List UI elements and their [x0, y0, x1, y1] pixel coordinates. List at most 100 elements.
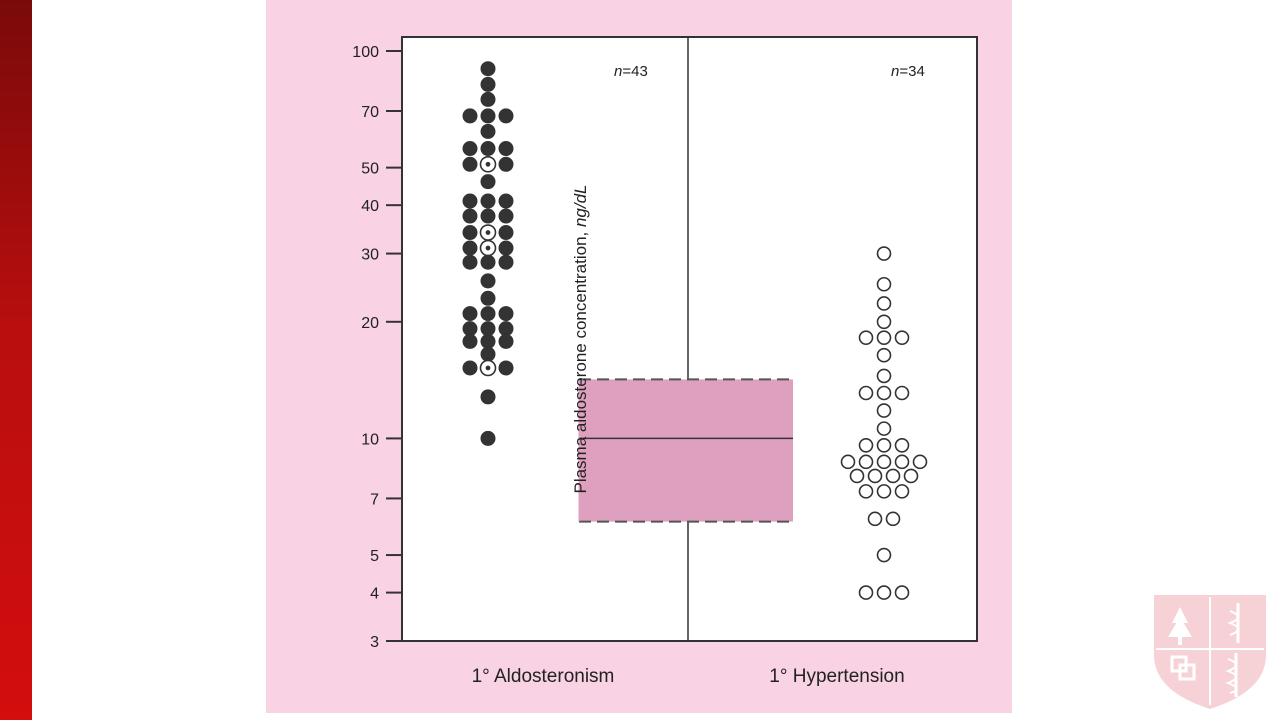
data-point	[480, 254, 496, 270]
data-point	[849, 468, 865, 484]
data-point	[858, 437, 874, 453]
data-point-center-dot	[485, 245, 491, 251]
sidebar-accent-bar	[0, 0, 32, 720]
data-point	[498, 108, 514, 124]
data-point	[876, 314, 892, 330]
data-point	[480, 430, 496, 446]
data-point-center-dot	[485, 365, 491, 371]
data-point	[876, 296, 892, 311]
data-point	[462, 240, 478, 256]
data-point	[480, 273, 496, 289]
data-point	[462, 321, 478, 337]
data-point	[462, 333, 478, 349]
data-point	[480, 108, 496, 124]
data-point	[876, 421, 892, 436]
y-tick-label: 7	[370, 491, 379, 508]
data-point	[876, 547, 892, 563]
data-point	[498, 254, 514, 270]
data-point	[498, 208, 514, 224]
data-point	[885, 511, 901, 527]
data-point	[498, 225, 514, 241]
data-point	[480, 389, 496, 405]
data-point	[858, 454, 874, 470]
y-axis-label: Plasma aldosterone concentration, ng/dL	[571, 184, 590, 493]
data-point	[498, 156, 514, 172]
data-points	[462, 61, 928, 600]
data-point	[885, 468, 901, 484]
y-tick-label: 50	[361, 161, 379, 178]
data-point	[903, 468, 919, 484]
data-point	[462, 225, 478, 241]
data-point	[894, 385, 910, 401]
data-point	[480, 208, 496, 224]
data-point	[462, 306, 478, 322]
y-tick-label: 4	[370, 586, 379, 603]
data-point-center-dot	[485, 230, 491, 235]
data-point	[840, 454, 856, 470]
data-point	[462, 193, 478, 209]
y-tick-label: 3	[370, 634, 379, 651]
data-point	[858, 330, 874, 345]
data-point	[876, 454, 892, 470]
data-point	[480, 61, 496, 77]
data-point	[462, 360, 478, 376]
y-tick-label: 30	[361, 247, 379, 264]
data-point	[894, 330, 910, 345]
category-label-hypertension: 1° Hypertension	[769, 666, 904, 687]
y-axis: 3 4 5 7 10 20 30 40 50 70 100	[352, 44, 402, 651]
data-point	[480, 141, 496, 157]
data-point	[858, 585, 874, 600]
data-point	[876, 484, 892, 499]
data-point	[498, 333, 514, 349]
n-label-aldosteronism: n=43	[614, 63, 648, 80]
data-point	[480, 321, 496, 337]
data-point	[876, 347, 892, 363]
data-point	[462, 141, 478, 157]
y-tick-label: 40	[361, 198, 379, 215]
data-point	[462, 108, 478, 124]
data-point	[462, 208, 478, 224]
data-point	[480, 346, 496, 362]
y-tick-label: 70	[361, 104, 379, 121]
data-point	[876, 437, 892, 453]
box-fill	[579, 379, 793, 522]
data-point	[876, 246, 892, 261]
data-point-center-dot	[485, 161, 491, 167]
y-tick-label: 5	[370, 548, 379, 565]
data-point	[894, 585, 910, 600]
data-point	[894, 437, 910, 453]
data-point	[480, 76, 496, 92]
data-point	[480, 333, 496, 349]
category-label-aldosteronism: 1° Aldosteronism	[472, 666, 615, 687]
aldosterone-scatter-chart: 3 4 5 7 10 20 30 40 50 70 100 n=43 n=34 1° Aldoste…	[352, 36, 978, 687]
data-point	[480, 91, 496, 107]
data-point	[876, 368, 892, 384]
reference-box	[578, 378, 793, 523]
data-point	[498, 360, 514, 376]
data-point	[876, 585, 892, 600]
data-point	[912, 454, 928, 470]
data-point	[498, 141, 514, 157]
data-point	[498, 193, 514, 209]
y-tick-label: 20	[361, 315, 379, 332]
data-point	[462, 156, 478, 172]
data-point	[858, 385, 874, 401]
data-point	[867, 511, 883, 527]
data-point	[480, 174, 496, 190]
data-point	[480, 306, 496, 322]
data-point	[876, 385, 892, 401]
y-tick-label: 100	[352, 44, 379, 61]
data-point	[858, 484, 874, 499]
data-point	[894, 484, 910, 499]
data-point	[876, 403, 892, 418]
data-point	[876, 330, 892, 345]
data-point	[480, 193, 496, 209]
data-point	[480, 123, 496, 139]
data-point	[498, 306, 514, 322]
data-point	[480, 290, 496, 306]
university-shield-logo-icon	[1154, 595, 1266, 709]
data-point	[876, 276, 892, 292]
data-point	[867, 468, 883, 484]
data-point	[462, 254, 478, 270]
n-label-hypertension: n=34	[891, 63, 925, 80]
